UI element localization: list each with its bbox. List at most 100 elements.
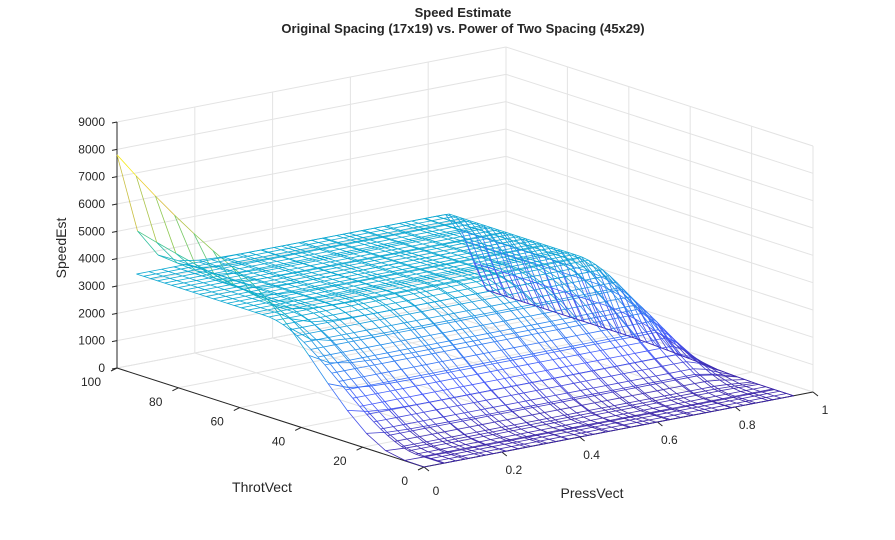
mesh-edge [736,402,744,406]
mesh-edge [406,257,414,261]
mesh-edge [336,232,350,236]
mesh-edge [467,325,481,329]
mesh-edge [615,415,623,419]
mesh-edge [289,326,303,331]
mesh-edge [329,262,343,266]
mesh-edge [333,301,355,306]
mesh-edge [522,372,535,376]
mesh-edge [402,388,411,397]
mesh-edge [429,455,443,460]
mesh-edge [405,225,414,229]
mesh-edge [453,397,462,406]
mesh-edge [275,317,289,321]
mesh-edge [580,387,594,391]
mesh-edge [389,390,398,400]
mesh-edge [236,251,250,256]
mesh-edge [611,373,624,377]
mesh-edge [530,443,544,447]
mesh-edge [549,318,563,322]
mesh-edge [521,238,544,267]
mesh-edge [413,364,427,368]
mesh-edge [426,438,440,443]
mesh-edge [420,262,428,266]
mesh-edge [451,359,459,369]
mesh-edge [361,292,375,296]
mesh-edge [711,407,719,411]
mesh-edge [198,259,212,263]
mesh-edge [624,389,633,396]
mesh-edge [311,302,325,306]
mesh-edge [459,384,473,388]
mesh-edge [653,358,662,367]
mesh-edge [489,239,503,273]
mesh-edge [350,378,359,388]
mesh-edge [421,266,435,270]
mesh-edge [442,243,450,247]
y-tick-label: 80 [149,395,163,409]
mesh-edge [524,326,533,335]
mesh-edge [293,276,307,281]
mesh-edge [410,375,431,381]
mesh-edge [550,287,564,315]
mesh-edge [456,429,465,435]
mesh-edge [279,307,288,311]
mesh-edge [676,344,690,359]
mesh-edge [438,288,446,294]
mesh-edge [485,315,494,324]
mesh-edge [366,431,387,434]
mesh-edge [281,281,289,285]
mesh-edge [600,276,609,281]
mesh-edge [468,278,477,283]
mesh-edge [260,307,268,311]
mesh-edge [263,286,276,290]
mesh-edge [504,231,512,235]
mesh-edge [369,363,382,367]
mesh-edge [426,361,439,365]
mesh-edge [748,400,757,404]
mesh-edge [447,440,467,450]
mesh-edge [471,435,484,440]
mesh-edge [155,273,164,277]
mesh-edge [726,382,740,385]
mesh-edge [416,404,424,413]
mesh-edge [592,389,613,395]
mesh-edge [599,303,613,331]
mesh-edge [196,280,204,284]
mesh-edge [592,303,601,313]
mesh-edge [535,390,544,398]
mesh-edge [417,248,425,252]
mesh-edge [258,268,266,272]
mesh-edge [421,236,429,240]
mesh-edge [386,223,400,227]
mesh-edge [309,338,330,364]
mesh-edge [324,362,338,366]
mesh-edge [565,264,580,297]
mesh-edge [588,259,596,265]
mesh-edge [641,358,655,362]
mesh-edge [630,377,644,382]
mesh-edge [744,379,752,383]
mesh-edge [403,273,417,277]
mesh-edge [432,224,446,229]
mesh-edge [593,273,607,306]
mesh-edge [580,433,594,438]
grid-line [505,101,814,202]
mesh-edge [262,256,271,260]
mesh-edge [620,311,634,338]
mesh-edge [294,251,308,255]
mesh-edge [348,339,361,343]
mesh-edge [649,314,663,336]
mesh-edge [573,380,587,384]
mesh-edge [673,412,687,416]
mesh-edge [295,319,309,323]
mesh-edge [422,243,430,247]
mesh-edge [306,276,314,280]
mesh-edge [389,379,411,384]
mesh-edge [600,276,614,309]
mesh-edge [609,420,630,428]
mesh-edge [432,259,440,263]
mesh-edge [311,239,319,243]
mesh-edge [376,241,385,245]
mesh-edge [435,238,448,242]
mesh-edge [358,384,371,388]
